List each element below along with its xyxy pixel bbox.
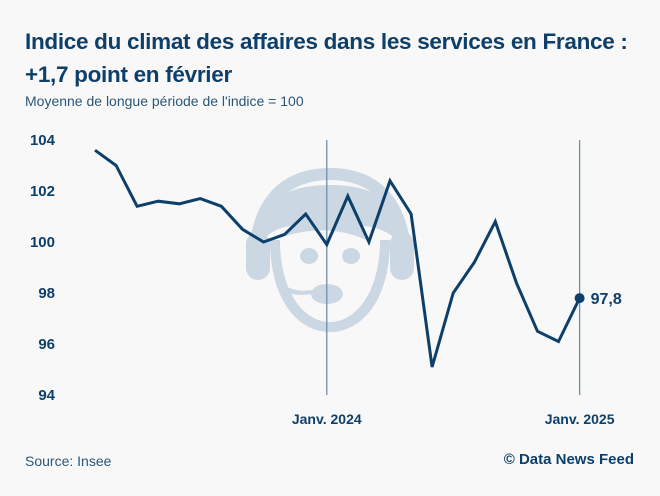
- y-tick-label: 98: [38, 285, 55, 302]
- y-tick-label: 102: [30, 183, 55, 200]
- y-tick-label: 104: [30, 132, 56, 149]
- credit-text: © Data News Feed: [503, 451, 634, 468]
- source-note: Source: Insee: [25, 453, 112, 469]
- x-tick-label: Janv. 2024: [292, 411, 362, 427]
- y-tick-label: 94: [38, 387, 55, 404]
- series-line: [94, 148, 581, 368]
- chart-subtitle: Moyenne de longue période de l'indice = …: [25, 93, 304, 109]
- y-tick-label: 100: [30, 234, 55, 251]
- end-value-label: 97,8: [591, 291, 622, 308]
- chart-title: Indice du climat des affaires dans les s…: [25, 29, 628, 87]
- headset-person-icon: [246, 168, 414, 332]
- end-point-marker: [574, 293, 585, 304]
- y-tick-label: 96: [38, 336, 55, 353]
- x-tick-label: Janv. 2025: [545, 411, 615, 427]
